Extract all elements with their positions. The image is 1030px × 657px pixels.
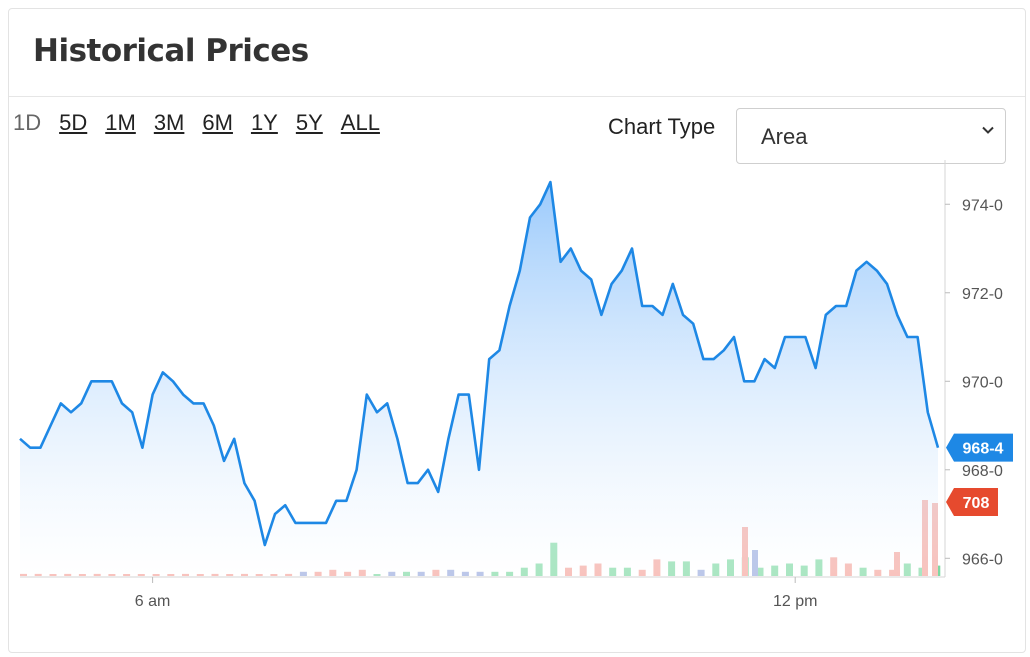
last-value-badges: 968-4 708	[946, 433, 1013, 516]
chart-type-selected-value: Area	[761, 124, 808, 149]
x-tick-label: 12 pm	[773, 593, 817, 610]
chart-type-select[interactable]: Area	[736, 108, 1006, 164]
y-tick-label: 966-0	[962, 551, 1003, 568]
y-tick-label: 968-0	[962, 463, 1003, 480]
range-tab-6m[interactable]: 6M	[202, 110, 233, 135]
range-tabs: 1D 5D 1M 3M 6M 1Y 5Y ALL	[13, 110, 398, 136]
chart-axes	[20, 160, 946, 578]
last-price-label: 968-4	[963, 441, 1004, 458]
chart-type-label: Chart Type	[608, 114, 716, 139]
card-header: Historical Prices	[9, 9, 1025, 97]
y-tick-label: 970-0	[962, 374, 1003, 391]
last-volume-label: 708	[963, 495, 990, 512]
price-line	[19, 180, 940, 547]
last-price-badge	[946, 433, 1013, 462]
x-axis-ticks: 6 am 12 pm	[135, 577, 817, 610]
y-tick-label: 972-0	[962, 286, 1003, 303]
chart-type-control: Chart Type Area	[608, 108, 1006, 164]
y-tick-label: 974-0	[962, 197, 1003, 214]
last-volume-badge	[946, 488, 998, 516]
x-tick-label: 6 am	[135, 593, 171, 610]
range-tab-5y[interactable]: 5Y	[295, 110, 323, 135]
price-area	[20, 182, 938, 576]
range-tab-3m[interactable]: 3M	[153, 110, 185, 135]
y-axis-ticks: 966-0 968-0 970-0 972-0 974-0	[945, 197, 1003, 568]
chevron-down-icon	[982, 126, 994, 134]
range-tab-5d[interactable]: 5D	[59, 110, 88, 135]
range-tab-all[interactable]: ALL	[340, 110, 380, 135]
range-tab-1y[interactable]: 1Y	[250, 110, 278, 135]
range-tab-1m[interactable]: 1M	[105, 110, 136, 135]
range-tab-1d[interactable]: 1D	[13, 110, 42, 135]
card-title: Historical Prices	[33, 33, 309, 69]
